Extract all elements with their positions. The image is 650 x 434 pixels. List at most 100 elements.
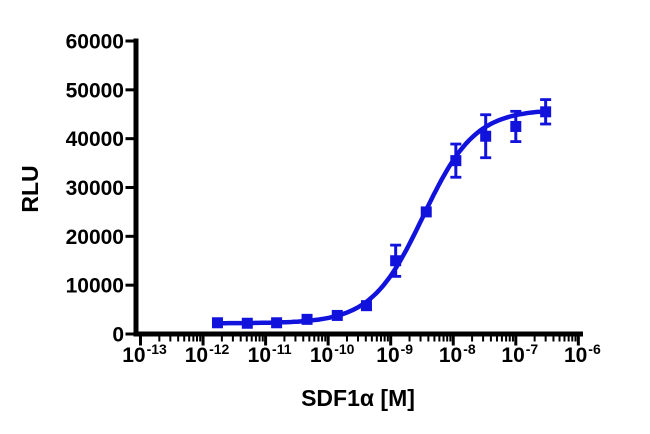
x-minor-tick	[408, 336, 411, 342]
error-bar-cap	[450, 175, 462, 179]
x-minor-tick	[449, 336, 452, 342]
error-bar-cap	[390, 274, 402, 278]
x-minor-tick	[321, 336, 324, 342]
x-minor-tick	[370, 336, 373, 342]
data-point-marker	[271, 317, 283, 329]
error-bar-cap	[480, 156, 492, 160]
x-minor-tick	[571, 336, 574, 342]
x-minor-tick	[317, 336, 320, 342]
data-point-marker	[540, 106, 552, 118]
x-minor-tick	[169, 336, 172, 342]
y-tick	[125, 137, 134, 141]
error-bar-cap	[510, 109, 522, 113]
x-minor-tick	[567, 336, 570, 342]
data-point-marker	[450, 155, 462, 167]
x-minor-tick	[356, 336, 359, 342]
fit-curve	[215, 108, 548, 326]
y-tick-label: 40000	[66, 128, 124, 151]
x-minor-tick	[552, 336, 555, 342]
x-axis-title: SDF1α [M]	[301, 385, 415, 411]
x-minor-tick	[199, 336, 202, 342]
x-tick-label: 10-9	[376, 341, 413, 367]
x-tick-label: 10-6	[564, 341, 601, 367]
x-minor-tick	[563, 336, 566, 342]
x-minor-tick	[239, 336, 242, 342]
x-minor-tick	[558, 336, 561, 342]
error-bar-cap	[540, 122, 552, 126]
y-axis-title: RLU	[17, 165, 43, 212]
x-minor-tick	[324, 336, 327, 342]
y-tick-label: 60000	[66, 31, 124, 54]
x-minor-tick	[188, 336, 191, 342]
y-tick	[125, 88, 134, 92]
error-bar-cap	[450, 142, 462, 146]
x-minor-tick	[283, 336, 286, 342]
x-minor-tick	[254, 336, 257, 342]
x-tick-label: 10-12	[185, 341, 230, 367]
x-minor-tick	[574, 336, 577, 342]
x-tick-label: 10-8	[439, 341, 476, 367]
x-minor-tick	[313, 336, 316, 342]
y-tick-label: 50000	[66, 79, 124, 102]
x-minor-tick	[533, 336, 536, 342]
chart-generated-content: 0 10000 20000 30000 40000 50000 60000 10-13 10-1…	[66, 31, 601, 368]
x-tick-label: 10-13	[122, 341, 167, 367]
data-point-marker	[211, 317, 223, 329]
x-minor-tick	[427, 336, 430, 342]
x-minor-tick	[505, 336, 508, 342]
x-minor-tick	[433, 336, 436, 342]
x-tick-label: 10-11	[248, 341, 292, 367]
x-minor-tick	[195, 336, 198, 342]
x-minor-tick	[500, 336, 503, 342]
y-tick	[125, 186, 134, 189]
error-bar-cap	[390, 243, 402, 247]
x-minor-tick	[442, 336, 445, 342]
x-tick	[576, 336, 580, 346]
x-minor-tick	[192, 336, 195, 342]
x-tick	[264, 336, 268, 346]
x-minor-tick	[258, 336, 261, 342]
x-tick	[514, 336, 518, 346]
x-minor-tick	[250, 336, 253, 342]
y-tick	[125, 234, 134, 238]
data-point-marker	[241, 317, 253, 329]
x-minor-tick	[261, 336, 264, 342]
y-tick	[125, 332, 134, 336]
error-bar-cap	[510, 140, 522, 143]
x-minor-tick	[220, 336, 223, 342]
data-point-marker	[420, 206, 432, 218]
y-tick-label: 0	[112, 324, 124, 347]
x-minor-tick	[471, 336, 474, 342]
x-minor-tick	[446, 336, 449, 342]
x-minor-tick	[489, 336, 492, 342]
x-minor-tick	[158, 336, 161, 342]
x-axis	[133, 331, 583, 337]
x-tick	[451, 336, 455, 346]
error-bar-cap	[540, 98, 552, 101]
y-tick	[125, 39, 134, 43]
x-tick	[326, 336, 330, 346]
y-tick-label: 30000	[66, 177, 124, 200]
x-minor-tick	[419, 336, 422, 342]
y-axis	[133, 38, 139, 337]
x-minor-tick	[380, 336, 383, 342]
x-minor-tick	[375, 336, 378, 342]
x-minor-tick	[364, 336, 367, 342]
data-point-marker	[510, 120, 522, 132]
data-point-marker	[331, 309, 343, 321]
x-minor-tick	[495, 336, 498, 342]
error-bar-cap	[480, 113, 492, 117]
y-tick-label: 20000	[66, 226, 124, 249]
x-minor-tick	[544, 336, 547, 342]
x-minor-tick	[511, 336, 514, 342]
x-minor-tick	[508, 336, 511, 342]
x-tick	[139, 336, 142, 346]
x-minor-tick	[386, 336, 389, 342]
x-minor-tick	[345, 336, 348, 342]
x-tick-label: 10-7	[501, 341, 538, 367]
data-point-marker	[480, 130, 492, 142]
data-point-marker	[390, 255, 402, 267]
data-point-marker	[301, 313, 313, 325]
data-point-marker	[360, 300, 372, 312]
